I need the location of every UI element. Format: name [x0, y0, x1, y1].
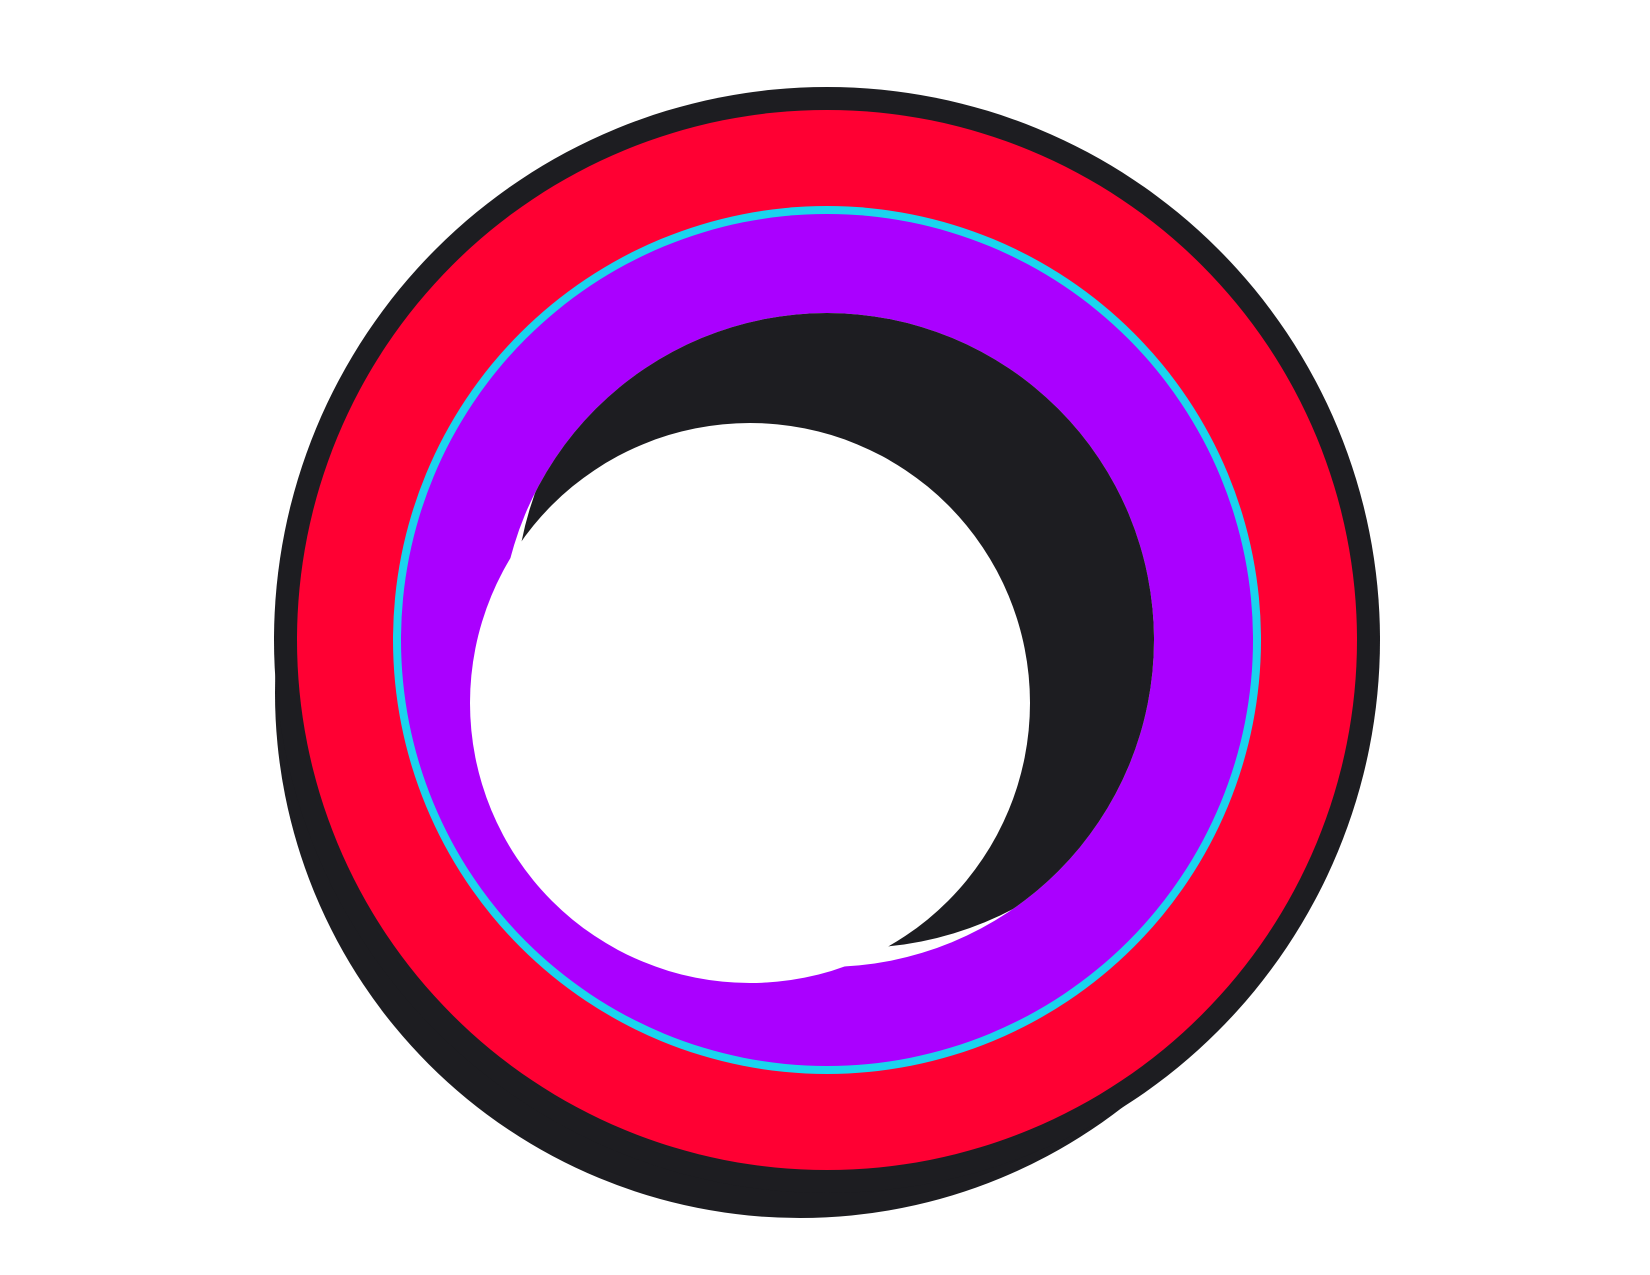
white-hole-disc	[470, 423, 1030, 983]
